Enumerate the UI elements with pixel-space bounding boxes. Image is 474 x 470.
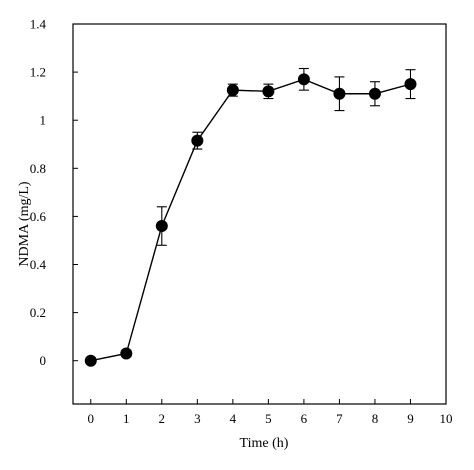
- data-point: [333, 87, 346, 100]
- x-tick-label: 5: [265, 411, 272, 426]
- series: [84, 67, 417, 367]
- y-axis-title: NDMA (mg/L): [17, 181, 32, 267]
- x-tick-label: 1: [123, 411, 130, 426]
- x-tick-label: 0: [88, 411, 95, 426]
- tick-labels: 0 1 2 3 4 5 6 7 8 9 10 0 0.2 0.4 0.6 0.8 1 1.2 1.4: [30, 17, 453, 427]
- data-point: [120, 347, 133, 360]
- x-tick-label: 9: [407, 411, 414, 426]
- data-point: [84, 354, 97, 367]
- plot-frame: [72, 23, 447, 405]
- x-tick-label: 6: [301, 411, 308, 426]
- y-tick-label: 0.4: [30, 257, 47, 272]
- data-point: [191, 134, 204, 147]
- data-point: [262, 85, 275, 98]
- x-axis-title: Time (h): [240, 436, 289, 451]
- y-tick-label: 0: [40, 353, 47, 368]
- tick-marks: [73, 23, 447, 404]
- series-line: [90, 78, 411, 362]
- x-tick-label: 10: [440, 411, 453, 426]
- axes: [72, 23, 447, 405]
- x-tick-label: 3: [194, 411, 201, 426]
- y-tick-label: 0.8: [30, 161, 46, 176]
- x-tick-label: 7: [336, 411, 343, 426]
- y-tick-label: 0.2: [30, 305, 46, 320]
- data-point: [226, 84, 239, 97]
- x-tick-label: 4: [230, 411, 237, 426]
- y-tick-label: 0.6: [30, 209, 47, 224]
- data-point: [404, 78, 417, 91]
- data-point: [155, 220, 168, 233]
- data-point: [368, 87, 381, 100]
- x-tick-label: 8: [372, 411, 379, 426]
- data-series: [84, 67, 417, 367]
- data-point: [297, 73, 310, 86]
- y-tick-label: 1.4: [30, 17, 47, 32]
- y-tick-label: 1.2: [30, 65, 46, 80]
- y-tick-label: 1: [40, 113, 47, 128]
- x-tick-label: 2: [159, 411, 166, 426]
